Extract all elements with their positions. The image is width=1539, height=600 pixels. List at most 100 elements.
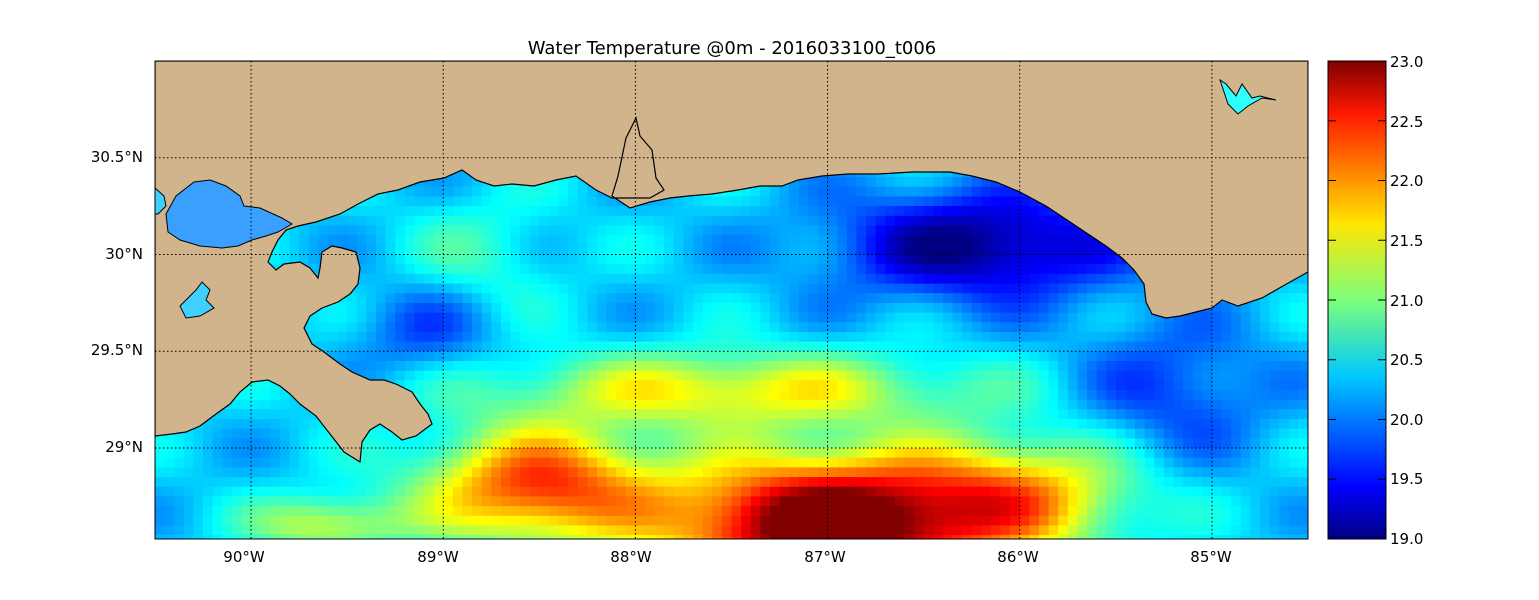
temperature-cell [347,225,358,236]
temperature-cell [568,283,579,294]
temperature-cell [318,457,329,468]
temperature-cell [990,273,1002,285]
temperature-cell [462,419,473,430]
temperature-cell [645,273,656,285]
temperature-cell [424,206,435,217]
temperature-cell [577,370,588,381]
temperature-cell [779,390,790,401]
temperature-cell [990,206,1002,217]
temperature-cell [327,331,339,343]
temperature-cell [837,312,848,323]
temperature-cell [933,390,944,401]
temperature-cell [424,322,435,333]
temperature-cell [548,215,560,227]
temperature-cell [673,361,684,372]
temperature-cell [424,254,435,265]
temperature-cell [952,293,963,304]
temperature-cell [1135,351,1146,362]
temperature-cell [376,428,387,439]
temperature-cell [654,380,665,391]
temperature-cell [866,361,877,372]
temperature-cell [962,380,973,391]
temperature-cell [1154,390,1165,401]
temperature-cell [1067,244,1078,256]
temperature-cell [491,448,502,459]
temperature-cell [769,438,781,449]
temperature-cell [539,419,550,430]
temperature-cell [741,322,752,333]
temperature-cell [885,244,896,256]
temperature-cell [981,361,992,372]
temperature-cell [827,196,838,207]
temperature-cell [1240,322,1251,333]
temperature-cell [702,380,713,391]
temperature-cell [827,390,838,401]
temperature-cell [385,302,396,314]
temperature-cell [481,312,492,323]
temperature-cell [616,244,627,256]
temperature-cell [1096,273,1107,285]
temperature-cell [1135,322,1146,333]
temperature-cell [846,254,857,265]
temperature-cell [366,273,377,285]
temperature-cell [818,419,829,430]
temperature-cell [818,273,829,285]
temperature-cell [414,293,425,304]
temperature-cell [942,351,954,362]
temperature-cell [1269,302,1280,314]
temperature-cell [962,448,973,459]
temperature-cell [1279,380,1290,391]
temperature-cell [1183,361,1194,372]
temperature-cell [818,312,829,323]
temperature-cell [1058,341,1069,352]
temperature-cell [933,331,944,343]
temperature-cell [433,254,444,265]
temperature-cell [654,302,665,314]
temperature-cell [289,457,300,468]
temperature-cell [452,419,464,430]
temperature-cell [443,370,454,381]
temperature-cell [760,215,771,227]
temperature-cell [385,196,396,207]
temperature-cell [1135,370,1146,381]
temperature-cell [1029,341,1040,352]
temperature-cell [952,225,963,236]
temperature-cell [942,438,954,449]
temperature-cell [731,302,742,314]
temperature-cell [866,215,877,227]
temperature-cell [308,225,319,236]
temperature-cell [798,302,809,314]
temperature-cell [347,322,358,333]
temperature-cell [1260,399,1271,410]
temperature-cell [683,283,694,294]
temperature-cell [366,341,377,352]
temperature-cell [1192,419,1203,430]
temperature-cell [510,215,521,227]
temperature-cell [1163,341,1175,352]
temperature-cell [1288,390,1299,401]
temperature-cell [779,409,790,420]
temperature-cell [568,419,579,430]
temperature-cell [366,196,377,207]
temperature-cell [693,264,704,275]
temperature-cell [866,254,877,265]
temperature-cell [846,341,857,352]
temperature-cell [1125,361,1136,372]
temperature-cell [1183,351,1194,362]
temperature-cell [635,370,646,381]
temperature-cell [529,399,540,410]
temperature-cell [1039,390,1050,401]
temperature-cell [404,254,415,265]
temperature-cell [251,448,262,459]
temperature-cell [520,419,531,430]
temperature-cell [577,341,588,352]
temperature-cell [990,264,1002,275]
temperature-cell [414,438,425,449]
temperature-cell [942,322,954,333]
temperature-cell [568,254,579,265]
temperature-cell [856,302,867,314]
temperature-cell [846,215,857,227]
temperature-cell [683,206,694,217]
temperature-cell [1000,341,1011,352]
